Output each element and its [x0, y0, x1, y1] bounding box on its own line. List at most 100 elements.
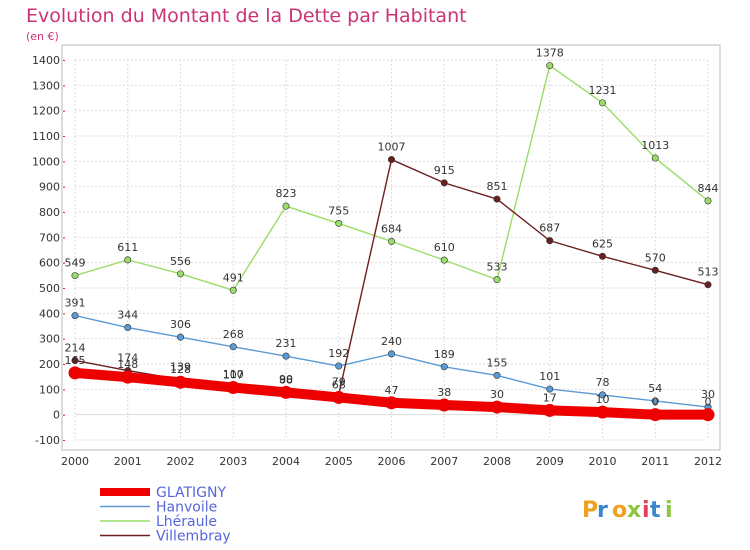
data-point — [385, 396, 398, 410]
data-point — [124, 324, 132, 332]
data-label: 79 — [332, 376, 346, 389]
data-point — [121, 370, 135, 384]
y-tick-label: 300 — [39, 333, 60, 346]
data-label: 570 — [645, 251, 666, 264]
data-label: 30 — [701, 388, 715, 401]
chart-title: Evolution du Montant de la Dette par Hab… — [26, 5, 467, 27]
data-label: 10 — [596, 393, 610, 406]
y-tick-label: 1300 — [32, 79, 60, 92]
data-label: 68 — [332, 378, 346, 391]
data-label: 88 — [279, 373, 293, 386]
legend-label: Lhéraule — [156, 514, 217, 530]
data-point — [493, 371, 501, 379]
data-point — [332, 390, 346, 404]
legend-label: Hanvoile — [156, 500, 217, 516]
data-point — [704, 281, 712, 289]
proxiti-logo: Pr o x i t i — [582, 498, 673, 523]
data-point — [437, 398, 451, 412]
data-point — [226, 381, 240, 395]
data-label: 189 — [434, 348, 455, 361]
data-label: 755 — [328, 204, 349, 217]
x-tick-label: 2004 — [272, 455, 300, 468]
data-label: 823 — [276, 187, 297, 200]
data-label: 30 — [490, 388, 504, 401]
data-label: 192 — [328, 347, 349, 360]
y-tick-label: 500 — [39, 282, 60, 295]
y-tick-label: 0 — [53, 409, 60, 422]
x-tick-label: 2002 — [167, 455, 195, 468]
data-label: 90 — [279, 373, 293, 386]
data-point — [596, 405, 609, 419]
y-tick-label: -100 — [35, 434, 60, 447]
data-label: 240 — [381, 335, 402, 348]
data-point — [71, 272, 79, 280]
x-tick-label: 2008 — [483, 455, 511, 468]
data-point — [546, 237, 554, 245]
data-label: 1013 — [641, 139, 669, 152]
data-label: 174 — [117, 352, 138, 365]
y-tick-label: 600 — [39, 257, 60, 270]
x-tick-label: 2001 — [114, 455, 142, 468]
data-label: 625 — [592, 237, 613, 250]
data-point — [335, 219, 343, 227]
data-label: 0 — [652, 396, 659, 409]
data-label: 214 — [65, 341, 86, 354]
x-tick-label: 2011 — [641, 455, 669, 468]
x-tick-label: 2007 — [430, 455, 458, 468]
data-point — [546, 62, 554, 70]
data-label: 1007 — [378, 141, 406, 154]
data-label: 54 — [648, 382, 662, 395]
data-label: 533 — [487, 261, 508, 274]
data-point — [282, 352, 290, 360]
data-point — [493, 195, 501, 203]
y-tick-label: 1100 — [32, 130, 60, 143]
logo-letter: o — [612, 498, 627, 523]
logo-letter: x — [627, 498, 641, 523]
y-tick-label: 400 — [39, 307, 60, 320]
data-label: 491 — [223, 271, 244, 284]
y-tick-label: 800 — [39, 206, 60, 219]
chart-subtitle: (en €) — [26, 30, 59, 43]
data-point — [71, 356, 79, 364]
data-point — [229, 343, 237, 351]
data-point — [177, 270, 185, 278]
data-label: 844 — [698, 182, 719, 195]
data-label: 78 — [596, 376, 610, 389]
data-label: 549 — [65, 257, 86, 270]
data-point — [546, 385, 554, 393]
y-tick-label: 1200 — [32, 105, 60, 118]
data-label: 687 — [539, 222, 560, 235]
data-label: 610 — [434, 241, 455, 254]
data-point — [71, 312, 79, 320]
data-point — [174, 375, 187, 389]
logo-letter: i — [665, 498, 673, 523]
data-point — [282, 202, 290, 210]
data-point — [440, 256, 448, 264]
data-point — [387, 156, 395, 164]
data-point — [387, 350, 395, 358]
data-label: 47 — [385, 384, 399, 397]
y-tick-label: 200 — [39, 358, 60, 371]
data-label: 1231 — [589, 84, 617, 97]
data-label: 611 — [117, 241, 138, 254]
data-label: 155 — [487, 356, 508, 369]
data-label: 684 — [381, 222, 402, 235]
data-point — [704, 197, 712, 205]
data-point — [229, 286, 237, 294]
data-point — [648, 408, 662, 422]
logo-letter: i — [642, 498, 650, 523]
data-point — [598, 99, 606, 107]
data-point — [440, 363, 448, 371]
data-label: 556 — [170, 255, 191, 268]
data-label: 268 — [223, 328, 244, 341]
data-label: 231 — [276, 337, 297, 350]
data-label: 17 — [543, 391, 557, 404]
logo-letter: r — [597, 498, 608, 523]
legend-label: GLATIGNY — [156, 485, 226, 501]
data-label: 391 — [65, 297, 86, 310]
data-point — [598, 391, 606, 399]
x-tick-label: 2000 — [61, 455, 89, 468]
data-label: 128 — [170, 363, 191, 376]
